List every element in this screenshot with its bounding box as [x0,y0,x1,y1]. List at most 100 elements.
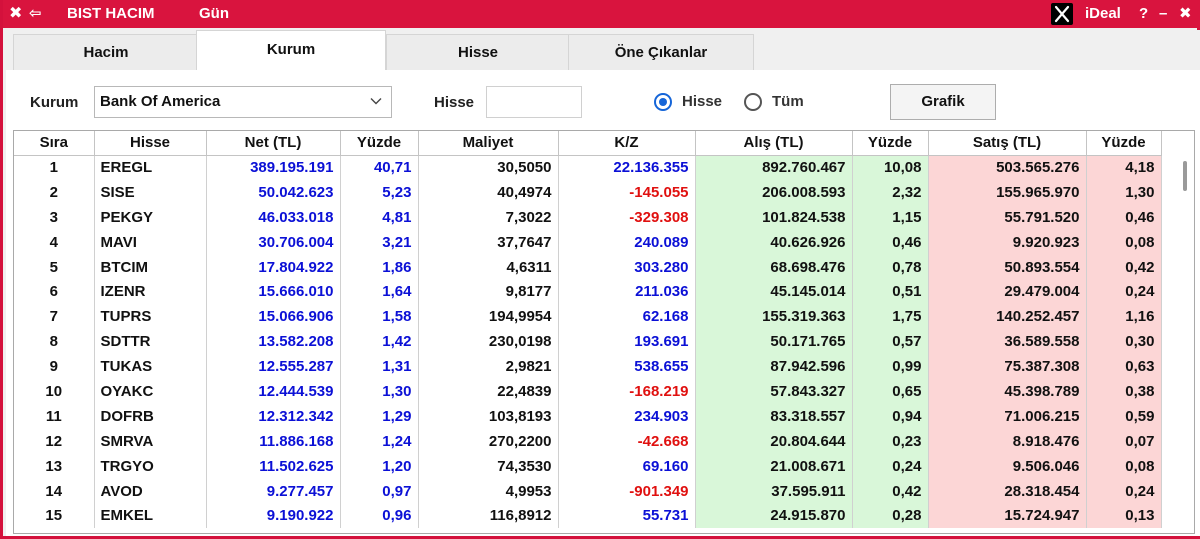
back-arrow-icon[interactable]: ⇦ [29,5,42,22]
cell-satis-yuzde: 0,38 [1086,379,1162,404]
table-row[interactable]: 12 SMRVA 11.886.168 1,24 270,2200 -42.668 20.8… [14,428,1162,454]
help-icon[interactable]: ? [1139,5,1149,22]
cell-kz: -329.308 [558,204,696,230]
tab-bar: Hacim Hisse Öne Çıkanlar Kurum [6,30,1200,70]
col-header-alis[interactable]: Alış (TL) [695,131,853,156]
cell-hisse: BTCIM [94,254,207,280]
cell-alis: 892.760.467 [695,155,853,180]
cell-satis: 15.724.947 [928,503,1087,529]
cell-satis: 9.506.046 [928,453,1087,479]
cell-net-yuzde: 1,30 [340,379,419,404]
table-row[interactable]: 7 TUPRS 15.066.906 1,58 194,9954 62.168 155.31… [14,304,1162,330]
brand-label: iDeal [1085,5,1121,22]
cell-alis-yuzde: 0,28 [852,503,929,529]
cell-maliyet: 2,9821 [418,354,559,380]
minimize-icon[interactable]: – [1159,5,1168,22]
col-header-yuzde-satis[interactable]: Yüzde [1086,131,1162,156]
table-header-row: Sıra Hisse Net (TL) Yüzde Maliyet K/Z Al… [14,131,1162,156]
radio-hisse[interactable] [654,93,672,111]
cell-satis: 75.387.308 [928,354,1087,380]
table-row[interactable]: 1 EREGL 389.195.191 40,71 30,5050 22.136.355 8… [14,155,1162,180]
cell-maliyet: 74,3530 [418,453,559,479]
table-row[interactable]: 14 AVOD 9.277.457 0,97 4,9953 -901.349 37.595.… [14,478,1162,504]
tab-hacim[interactable]: Hacim [13,34,199,70]
cell-net: 50.042.623 [206,179,341,205]
kurum-dropdown[interactable]: Bank Of America [94,86,392,118]
col-header-hisse[interactable]: Hisse [94,131,207,156]
kurum-label: Kurum [30,94,79,111]
table-row[interactable]: 3 PEKGY 46.033.018 4,81 7,3022 -329.308 101.82… [14,204,1162,230]
tab-hisse[interactable]: Hisse [386,34,570,70]
cell-net-yuzde: 0,97 [340,478,419,504]
scrollbar-thumb[interactable] [1183,161,1187,191]
table-row[interactable]: 2 SISE 50.042.623 5,23 40,4974 -145.055 206.00… [14,179,1162,205]
cell-net-yuzde: 4,81 [340,204,419,230]
table-row[interactable]: 5 BTCIM 17.804.922 1,86 4,6311 303.280 68.698.… [14,254,1162,280]
col-header-kz[interactable]: K/Z [558,131,696,156]
vertical-scrollbar[interactable] [1176,159,1194,533]
cell-alis-yuzde: 0,99 [852,354,929,380]
radio-hisse-label[interactable]: Hisse [682,93,723,110]
radio-tum-label[interactable]: Tüm [772,93,804,110]
col-header-maliyet[interactable]: Maliyet [418,131,559,156]
cell-hisse: OYAKC [94,379,207,404]
table-row[interactable]: 11 DOFRB 12.312.342 1,29 103,8193 234.903 83.3… [14,403,1162,429]
cell-alis: 37.595.911 [695,478,853,504]
cell-satis: 140.252.457 [928,304,1087,330]
cell-satis-yuzde: 0,42 [1086,254,1162,280]
table-row[interactable]: 13 TRGYO 11.502.625 1,20 74,3530 69.160 21.008… [14,453,1162,479]
window-close-icon[interactable]: ✖ [1179,5,1192,22]
col-header-net[interactable]: Net (TL) [206,131,341,156]
col-header-satis[interactable]: Satış (TL) [928,131,1087,156]
cell-sira: 7 [14,304,95,330]
cell-net: 17.804.922 [206,254,341,280]
cell-maliyet: 9,8177 [418,279,559,305]
table-row[interactable]: 8 SDTTR 13.582.208 1,42 230,0198 193.691 50.17… [14,329,1162,355]
cell-hisse: SDTTR [94,329,207,355]
x-logo-icon[interactable] [1051,3,1073,25]
cell-maliyet: 7,3022 [418,204,559,230]
table-body: 1 EREGL 389.195.191 40,71 30,5050 22.136.355 8… [14,155,1162,529]
table-row[interactable]: 9 TUKAS 12.555.287 1,31 2,9821 538.655 87.942.… [14,354,1162,380]
cell-satis-yuzde: 0,08 [1086,229,1162,255]
radio-tum[interactable] [744,93,762,111]
table-row[interactable]: 4 MAVI 30.706.004 3,21 37,7647 240.089 40.626.… [14,229,1162,255]
cell-alis: 101.824.538 [695,204,853,230]
hisse-input[interactable] [486,86,582,118]
grafik-button[interactable]: Grafik [890,84,996,120]
cell-net: 12.444.539 [206,379,341,404]
cell-satis-yuzde: 0,24 [1086,279,1162,305]
cell-sira: 15 [14,503,95,529]
col-header-yuzde-net[interactable]: Yüzde [340,131,419,156]
cell-maliyet: 4,9953 [418,478,559,504]
close-icon[interactable]: ✖ [9,5,23,22]
table-row[interactable]: 15 EMKEL 9.190.922 0,96 116,8912 55.731 24.915… [14,503,1162,529]
cell-hisse: PEKGY [94,204,207,230]
cell-maliyet: 40,4974 [418,179,559,205]
tab-kurum[interactable]: Kurum [196,30,386,70]
cell-net: 30.706.004 [206,229,341,255]
col-header-yuzde-alis[interactable]: Yüzde [852,131,929,156]
table-row[interactable]: 10 OYAKC 12.444.539 1,30 22,4839 -168.219 57.8… [14,379,1162,404]
period-selector[interactable]: Gün [199,5,229,22]
cell-net-yuzde: 3,21 [340,229,419,255]
cell-kz: 234.903 [558,403,696,429]
col-header-sira[interactable]: Sıra [14,131,95,156]
cell-alis-yuzde: 0,24 [852,453,929,479]
cell-net: 12.312.342 [206,403,341,429]
cell-sira: 3 [14,204,95,230]
cell-alis: 40.626.926 [695,229,853,255]
cell-sira: 5 [14,254,95,280]
table-row[interactable]: 6 IZENR 15.666.010 1,64 9,8177 211.036 45.145.… [14,279,1162,305]
cell-sira: 11 [14,403,95,429]
tab-one-cikanlar[interactable]: Öne Çıkanlar [568,34,754,70]
cell-net: 12.555.287 [206,354,341,380]
cell-satis: 71.006.215 [928,403,1087,429]
cell-hisse: TRGYO [94,453,207,479]
cell-alis-yuzde: 0,46 [852,229,929,255]
cell-alis: 83.318.557 [695,403,853,429]
cell-satis: 45.398.789 [928,379,1087,404]
title-bar: ✖ ⇦ BIST HACIM Gün iDeal ? – ✖ [3,0,1200,28]
cell-alis-yuzde: 0,23 [852,428,929,454]
cell-alis-yuzde: 0,78 [852,254,929,280]
